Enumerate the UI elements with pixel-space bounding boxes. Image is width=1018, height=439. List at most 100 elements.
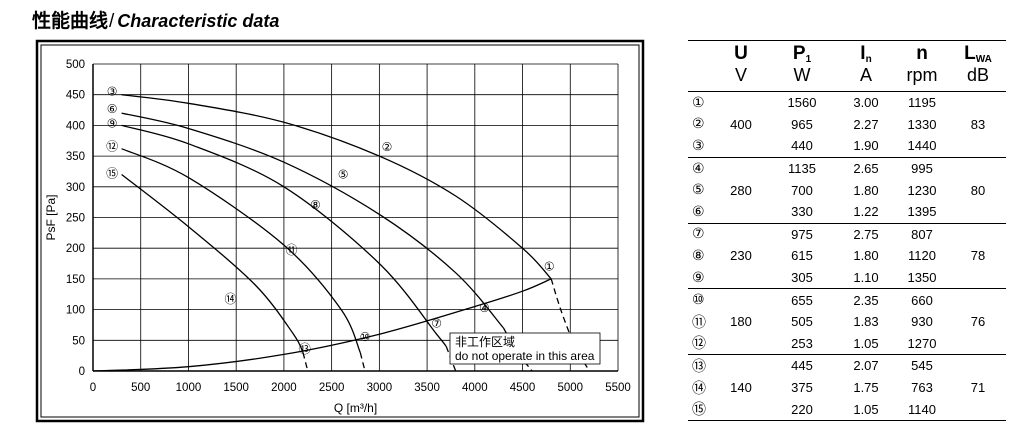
cell-i: 3.00 bbox=[853, 95, 879, 111]
cell-n: 995 bbox=[911, 161, 933, 177]
cell-idx: ⑧ bbox=[692, 247, 705, 264]
y-tick-label: 0 bbox=[79, 366, 85, 378]
cell-p: 330 bbox=[766, 200, 838, 224]
x-tick-label: 4000 bbox=[462, 382, 488, 394]
heading-separator: / bbox=[109, 11, 115, 32]
cell-n: 545 bbox=[911, 358, 933, 374]
table-row: ② 400 965 2.27 1330 83 bbox=[688, 114, 1006, 136]
cell-p: 505 bbox=[791, 314, 813, 330]
curve-10 bbox=[92, 278, 552, 372]
cell-u: 180 bbox=[730, 314, 752, 330]
y-axis-label: PsF [Pa] bbox=[44, 194, 58, 240]
cell-n: 1120 bbox=[908, 248, 936, 264]
cell-u bbox=[716, 223, 766, 245]
curve-label: ⑭ bbox=[224, 292, 236, 306]
table-row: ⑭ 140 375 1.75 763 71 bbox=[688, 377, 1006, 399]
curve-6 bbox=[121, 148, 361, 353]
cell-u: 280 bbox=[730, 182, 752, 198]
area-note-zh: 非工作区域 bbox=[455, 335, 515, 349]
heading-english: Characteristic data bbox=[117, 11, 280, 31]
cell-i: 1.80 bbox=[853, 182, 879, 198]
cell-u bbox=[716, 92, 766, 114]
x-tick-label: 1000 bbox=[176, 382, 202, 394]
cell-u: 140 bbox=[730, 380, 752, 396]
x-axis-label: Q [m³/h] bbox=[334, 401, 377, 415]
cell-u bbox=[716, 200, 766, 224]
cell-u bbox=[716, 266, 766, 290]
unit-u: V bbox=[716, 65, 766, 92]
area-note-box bbox=[449, 332, 601, 365]
cell-i: 1.90 bbox=[838, 135, 894, 158]
y-tick-label: 150 bbox=[66, 274, 85, 286]
cell-i: 1.80 bbox=[853, 248, 879, 264]
cell-p: 253 bbox=[766, 332, 838, 356]
cell-idx: ⑤ bbox=[692, 182, 705, 199]
cell-idx: ⑪ bbox=[692, 314, 706, 331]
cell-p: 1135 bbox=[788, 161, 816, 177]
x-tick-label: 4500 bbox=[510, 382, 536, 394]
cell-u bbox=[716, 398, 766, 421]
cell-l: 78 bbox=[970, 248, 986, 264]
cell-n: 1330 bbox=[907, 116, 937, 132]
cell-p: 700 bbox=[791, 182, 813, 198]
cell-l: 80 bbox=[970, 182, 986, 198]
cell-u: 400 bbox=[730, 116, 752, 132]
y-tick-label: 300 bbox=[66, 182, 85, 194]
curve-label: ③ bbox=[107, 85, 118, 99]
header-i: In bbox=[838, 40, 894, 65]
unit-p: W bbox=[766, 65, 838, 92]
curve-0 bbox=[121, 94, 552, 280]
cell-p: 375 bbox=[791, 380, 813, 396]
chart-frame-outer bbox=[35, 39, 645, 423]
cell-l bbox=[950, 355, 1006, 377]
cell-p: 965 bbox=[791, 116, 813, 132]
cell-idx: ⑮ bbox=[688, 398, 716, 421]
cell-p: 305 bbox=[766, 266, 838, 290]
cell-p: 445 bbox=[791, 358, 813, 374]
cell-n: 660 bbox=[911, 292, 933, 308]
header-l: LWA bbox=[950, 40, 1006, 65]
curve-label: ⑩ bbox=[360, 330, 371, 344]
cell-i: 2.07 bbox=[853, 358, 879, 374]
x-tick-label: 3000 bbox=[367, 382, 393, 394]
cell-idx: ④ bbox=[692, 160, 705, 177]
cell-i: 2.27 bbox=[853, 116, 879, 132]
curve-label: ⑥ bbox=[107, 102, 118, 116]
symbol-row: U P1 In n LWA bbox=[688, 40, 1006, 65]
cell-u bbox=[716, 135, 766, 158]
table-row: ⑤ 280 700 1.80 1230 80 bbox=[688, 179, 1006, 201]
y-tick-label: 50 bbox=[72, 335, 85, 347]
cell-l bbox=[950, 92, 1006, 114]
curve-label: ⑮ bbox=[106, 166, 118, 180]
curve-label: ⑤ bbox=[338, 168, 349, 182]
cell-p: 975 bbox=[791, 226, 813, 242]
cell-i: 1.05 bbox=[838, 398, 894, 421]
table-row: ① 1560 3.00 1195 bbox=[688, 92, 1006, 114]
header-n: n bbox=[894, 40, 950, 65]
cell-idx: ⑬ bbox=[692, 358, 706, 375]
table-body: ① 1560 3.00 1195 ② 400 965 2.27 1330 83 ③ 440 1.90 14… bbox=[688, 92, 1006, 421]
cell-n: 1350 bbox=[894, 266, 950, 290]
x-tick-label: 500 bbox=[131, 382, 150, 394]
cell-i: 2.75 bbox=[853, 226, 879, 242]
cell-l bbox=[950, 332, 1006, 356]
x-tick-label: 1500 bbox=[223, 382, 249, 394]
unit-i: A bbox=[838, 65, 894, 92]
cell-i: 1.10 bbox=[838, 266, 894, 290]
characteristic-table: U P1 In n LWA V W A rpm dB ① 1560 3.00 1195… bbox=[688, 40, 1006, 421]
cell-l bbox=[950, 398, 1006, 421]
cell-p: 655 bbox=[791, 292, 813, 308]
x-tick-label: 2000 bbox=[271, 382, 297, 394]
curve-label: ⑫ bbox=[106, 139, 118, 153]
cell-u bbox=[716, 355, 766, 377]
cell-p: 615 bbox=[791, 248, 813, 264]
y-tick-label: 450 bbox=[66, 90, 85, 102]
area-note: 非工作区域 do not operate in this area bbox=[449, 332, 601, 365]
heading-chinese: 性能曲线 bbox=[32, 10, 109, 32]
unit-row: V W A rpm dB bbox=[688, 65, 1006, 92]
cell-l bbox=[950, 223, 1006, 245]
y-tick-label: 400 bbox=[66, 120, 85, 132]
unit-l: dB bbox=[950, 65, 1006, 92]
cell-n: 930 bbox=[911, 314, 933, 330]
cell-n: 807 bbox=[911, 226, 933, 242]
